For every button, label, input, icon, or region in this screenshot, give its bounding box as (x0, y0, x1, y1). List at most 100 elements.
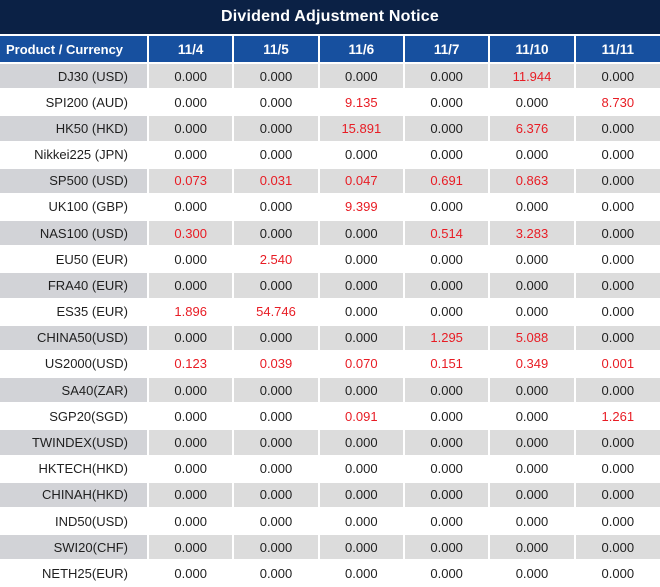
dividend-value: 0.000 (318, 298, 405, 326)
table-body: DJ30 (USD) 0.000 0.000 0.000 0.000 11.944 0.00… (0, 63, 660, 585)
dividend-value: 0.000 (148, 429, 235, 457)
dividend-value: 0.000 (148, 272, 235, 300)
dividend-value: 0.000 (318, 507, 405, 536)
table-row: NETH25(EUR) 0.000 0.000 0.000 0.000 0.000 0.00… (0, 560, 660, 585)
dividend-value-highlighted: 9.399 (318, 193, 405, 222)
dividend-value: 0.000 (318, 481, 405, 509)
table-row: SA40(ZAR) 0.000 0.000 0.000 0.000 0.000 0.000 (0, 377, 660, 405)
dividend-value-highlighted: 8.730 (574, 89, 660, 117)
dividend-value: 0.000 (233, 89, 320, 117)
table-row: CHINAH(HKD) 0.000 0.000 0.000 0.000 0.000 0.00… (0, 481, 660, 509)
table-row: EU50 (EUR) 0.000 2.540 0.000 0.000 0.000 0.000 (0, 246, 660, 274)
dividend-value: 0.000 (403, 507, 491, 536)
dividend-value-highlighted: 2.540 (233, 246, 320, 274)
product-cell: FRA40 (EUR) (0, 272, 149, 300)
dividend-value: 0.000 (574, 481, 660, 509)
dividend-value: 0.000 (489, 377, 576, 405)
table-row: ES35 (EUR) 1.896 54.746 0.000 0.000 0.000 0.00… (0, 298, 660, 326)
dividend-value: 0.000 (574, 429, 660, 457)
dividend-value-highlighted: 15.891 (318, 115, 405, 143)
dividend-value: 0.000 (489, 534, 576, 562)
dividend-value: 0.000 (148, 377, 235, 405)
dividend-value: 0.000 (148, 324, 235, 352)
dividend-value: 0.000 (233, 63, 320, 91)
date-header: 11/10 (489, 36, 576, 64)
dividend-value-highlighted: 54.746 (233, 298, 320, 326)
dividend-value: 0.000 (148, 507, 235, 536)
product-cell: HK50 (HKD) (0, 115, 149, 143)
dividend-value-highlighted: 0.863 (489, 167, 576, 195)
dividend-value: 0.000 (318, 63, 405, 91)
dividend-value: 0.000 (403, 246, 491, 274)
header-row: Product / Currency 11/4 11/5 11/6 11/7 11/10 1… (0, 36, 660, 64)
dividend-value-highlighted: 1.261 (574, 403, 660, 431)
dividend-value: 0.000 (574, 560, 660, 585)
product-cell: Nikkei225 (JPN) (0, 141, 149, 169)
dividend-value: 0.000 (403, 560, 491, 585)
dividend-value-highlighted: 0.300 (148, 220, 235, 248)
dividend-value: 0.000 (574, 377, 660, 405)
dividend-value: 0.000 (403, 115, 491, 143)
dividend-value-highlighted: 3.283 (489, 220, 576, 248)
product-cell: DJ30 (USD) (0, 63, 149, 91)
dividend-value: 0.000 (403, 534, 491, 562)
dividend-value: 0.000 (489, 429, 576, 457)
dividend-value: 0.000 (574, 141, 660, 169)
dividend-value-highlighted: 6.376 (489, 115, 576, 143)
dividend-value: 0.000 (233, 534, 320, 562)
product-cell: SGP20(SGD) (0, 403, 149, 431)
dividend-value: 0.000 (233, 141, 320, 169)
dividend-value: 0.000 (574, 193, 660, 222)
dividend-value: 0.000 (403, 298, 491, 326)
dividend-value-highlighted: 0.691 (403, 167, 491, 195)
dividend-value: 0.000 (318, 534, 405, 562)
dividend-value-highlighted: 0.031 (233, 167, 320, 195)
dividend-value: 0.000 (574, 63, 660, 91)
product-cell: EU50 (EUR) (0, 246, 149, 274)
dividend-value: 0.000 (403, 89, 491, 117)
dividend-value: 0.000 (233, 429, 320, 457)
dividend-value: 0.000 (489, 298, 576, 326)
dividend-value: 0.000 (489, 403, 576, 431)
dividend-value: 0.000 (148, 455, 235, 483)
table-row: SWI20(CHF) 0.000 0.000 0.000 0.000 0.000 0.000 (0, 534, 660, 562)
dividend-value: 0.000 (148, 481, 235, 509)
product-currency-header: Product / Currency (0, 36, 149, 64)
dividend-value: 0.000 (233, 193, 320, 222)
title-bar: Dividend Adjustment Notice (0, 0, 660, 36)
table-row: CHINA50(USD) 0.000 0.000 0.000 1.295 5.088 0.0… (0, 324, 660, 352)
date-header: 11/11 (574, 36, 660, 64)
dividend-value: 0.000 (233, 481, 320, 509)
dividend-value: 0.000 (148, 115, 235, 143)
dividend-value: 0.000 (574, 324, 660, 352)
product-cell: HKTECH(HKD) (0, 455, 149, 483)
page-title: Dividend Adjustment Notice (221, 8, 439, 25)
dividend-value: 0.000 (318, 377, 405, 405)
dividend-value: 0.000 (574, 455, 660, 483)
dividend-value: 0.000 (574, 246, 660, 274)
product-cell: CHINAH(HKD) (0, 481, 149, 509)
dividend-value: 0.000 (233, 324, 320, 352)
product-cell: SP500 (USD) (0, 167, 149, 195)
date-header: 11/4 (148, 36, 235, 64)
dividend-value: 0.000 (489, 246, 576, 274)
table-row: SPI200 (AUD) 0.000 0.000 9.135 0.000 0.000 8.7… (0, 89, 660, 117)
dividend-value-highlighted: 1.295 (403, 324, 491, 352)
dividend-value: 0.000 (403, 193, 491, 222)
table-row: IND50(USD) 0.000 0.000 0.000 0.000 0.000 0.000 (0, 507, 660, 536)
dividend-value: 0.000 (489, 481, 576, 509)
dividend-value-highlighted: 0.070 (318, 350, 405, 379)
dividend-value-highlighted: 0.047 (318, 167, 405, 195)
dividend-value: 0.000 (148, 560, 235, 585)
dividend-value: 0.000 (233, 377, 320, 405)
dividend-value: 0.000 (148, 246, 235, 274)
dividend-value: 0.000 (148, 193, 235, 222)
dividend-value: 0.000 (318, 429, 405, 457)
dividend-value: 0.000 (574, 272, 660, 300)
dividend-value: 0.000 (148, 89, 235, 117)
dividend-value-highlighted: 9.135 (318, 89, 405, 117)
dividend-value: 0.000 (233, 507, 320, 536)
product-cell: NAS100 (USD) (0, 220, 149, 248)
dividend-value: 0.000 (233, 115, 320, 143)
dividend-value: 0.000 (148, 63, 235, 91)
